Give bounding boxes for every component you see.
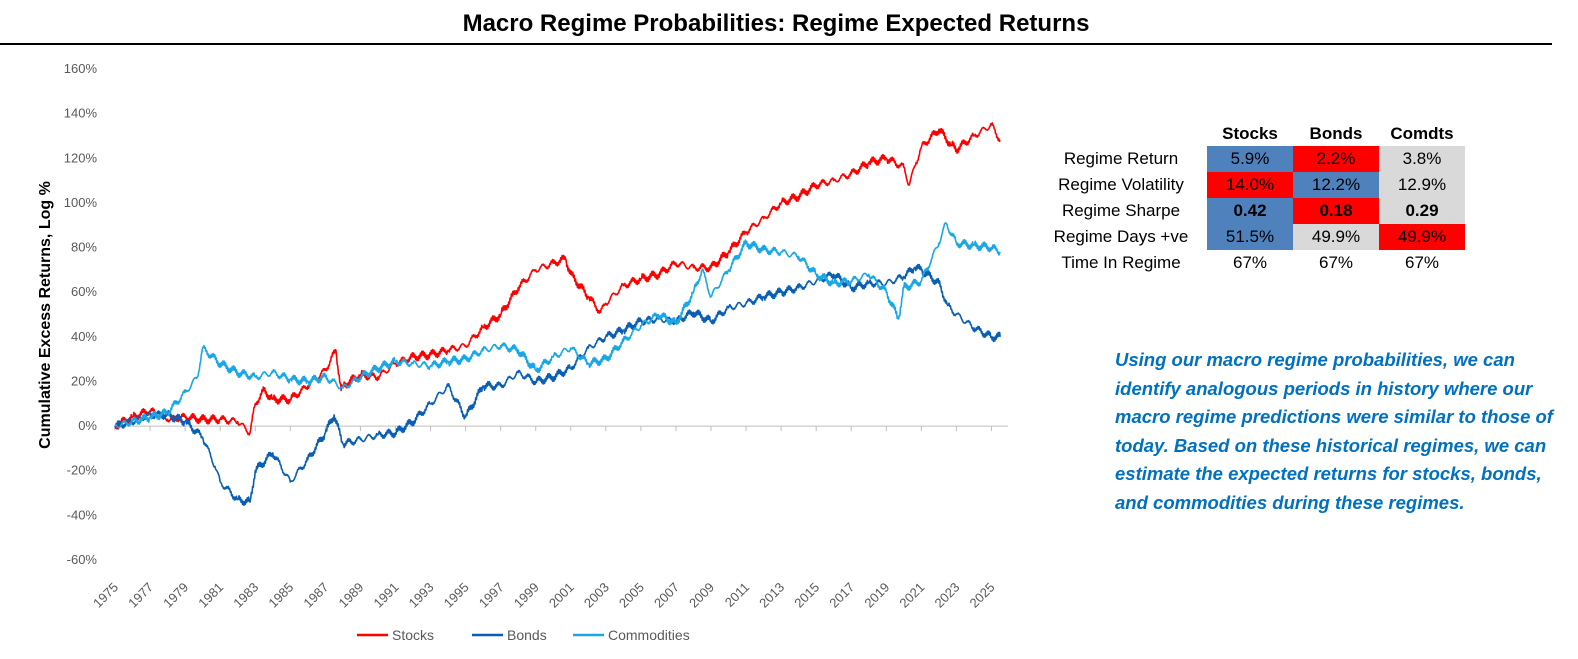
legend-label-stocks: Stocks — [392, 627, 434, 643]
stats-cell-comdts: 0.29 — [1379, 198, 1465, 224]
y-tick-label: 60% — [71, 284, 97, 299]
stats-row-regime-volatility: Regime Volatility 14.0% 12.2% 12.9% — [1035, 172, 1465, 198]
stats-cell-bonds: 0.18 — [1293, 198, 1379, 224]
stats-row-label: Regime Days +ve — [1053, 227, 1189, 246]
stats-header-comdts: Comdts — [1390, 124, 1454, 143]
stats-header-bonds: Bonds — [1309, 124, 1363, 143]
x-tick-label: 1983 — [230, 580, 261, 611]
x-tick-label: 2005 — [616, 580, 647, 611]
stats-row-label: Regime Volatility — [1058, 175, 1184, 194]
y-tick-label: 0% — [78, 418, 97, 433]
stats-row-time-in-regime: Time In Regime 67% 67% 67% — [1035, 250, 1465, 276]
x-tick-label: 1977 — [125, 580, 156, 611]
series-line-stocks — [114, 122, 1001, 436]
x-tick-label: 2009 — [686, 580, 717, 611]
stats-cell-bonds: 12.2% — [1293, 172, 1379, 198]
y-tick-label: 140% — [64, 106, 98, 121]
stats-corner-cell — [1035, 122, 1207, 146]
stats-header-row: Stocks Bonds Comdts — [1035, 122, 1465, 146]
y-axis-title: Cumulative Excess Returns, Log % — [37, 181, 54, 449]
x-tick-label: 1991 — [371, 580, 402, 611]
y-tick-label: 20% — [71, 373, 97, 388]
x-tick-label: 2003 — [581, 580, 612, 611]
x-tick-label: 2025 — [967, 580, 998, 611]
stats-cell-comdts: 3.8% — [1379, 146, 1465, 172]
stats-row-label: Regime Sharpe — [1061, 201, 1181, 220]
stats-cell-bonds: 2.2% — [1293, 146, 1379, 172]
stats-row-regime-days-ve: Regime Days +ve 51.5% 49.9% 49.9% — [1035, 224, 1465, 250]
x-tick-label: 2021 — [896, 580, 927, 611]
x-tick-label: 1987 — [300, 580, 331, 611]
x-tick-label: 1985 — [265, 580, 296, 611]
series-line-commodities — [114, 222, 1001, 429]
line-chart: -60% -40% -20% 0% 20% 40% 60% 80% 100% 120% 140% 16… — [37, 61, 1008, 643]
stats-cell-stocks: 51.5% — [1207, 224, 1293, 250]
stats-header-stocks: Stocks — [1222, 124, 1278, 143]
x-tick-label: 2017 — [826, 580, 857, 611]
x-tick-label: 1999 — [511, 580, 542, 611]
y-tick-label: 40% — [71, 329, 97, 344]
stats-cell-stocks: 67% — [1207, 250, 1293, 276]
chart-title: Macro Regime Probabilities: Regime Expec… — [462, 10, 1090, 37]
y-tick-label: -40% — [67, 507, 98, 522]
y-tick-label: 100% — [64, 195, 98, 210]
stats-cell-stocks: 0.42 — [1207, 198, 1293, 224]
x-tick-label: 2023 — [931, 580, 962, 611]
stats-cell-comdts: 49.9% — [1379, 224, 1465, 250]
stats-cell-comdts: 67% — [1379, 250, 1465, 276]
stats-row-regime-return: Regime Return 5.9% 2.2% 3.8% — [1035, 146, 1465, 172]
y-tick-label: 80% — [71, 240, 97, 255]
x-tick-label: 2019 — [861, 580, 892, 611]
y-tick-label: 160% — [64, 61, 98, 76]
stats-cell-bonds: 67% — [1293, 250, 1379, 276]
regime-stats-table: Stocks Bonds Comdts Regime Return 5.9% 2.2… — [1035, 122, 1465, 276]
stats-cell-stocks: 5.9% — [1207, 146, 1293, 172]
x-tick-label: 2007 — [651, 580, 682, 611]
x-tick-label: 1975 — [90, 580, 121, 611]
x-tick-label: 1993 — [406, 580, 437, 611]
stats-cell-comdts: 12.9% — [1379, 172, 1465, 198]
x-tick-label: 2001 — [546, 580, 577, 611]
y-tick-label: 120% — [64, 150, 98, 165]
x-tick-label: 2013 — [756, 580, 787, 611]
y-tick-label: -20% — [67, 463, 98, 478]
stats-cell-bonds: 49.9% — [1293, 224, 1379, 250]
x-tick-label: 1995 — [441, 580, 472, 611]
stats-row-regime-sharpe: Regime Sharpe 0.42 0.18 0.29 — [1035, 198, 1465, 224]
title-underline — [0, 43, 1552, 45]
legend-label-commodities: Commodities — [608, 627, 690, 643]
x-tick-label: 1979 — [160, 580, 191, 611]
stats-row-label: Time In Regime — [1061, 253, 1181, 272]
x-tick-label: 1989 — [335, 580, 366, 611]
x-tick-label: 1997 — [476, 580, 507, 611]
y-tick-label: -60% — [67, 552, 98, 567]
stats-cell-stocks: 14.0% — [1207, 172, 1293, 198]
x-tick-label: 2011 — [722, 580, 752, 610]
legend-label-bonds: Bonds — [507, 627, 547, 643]
commentary-text: Using our macro regime probabilities, we… — [1115, 349, 1553, 513]
stats-row-label: Regime Return — [1063, 149, 1179, 168]
x-tick-label: 1981 — [195, 580, 226, 611]
x-tick-label: 2015 — [791, 580, 822, 611]
series-line-bonds — [114, 263, 1001, 507]
